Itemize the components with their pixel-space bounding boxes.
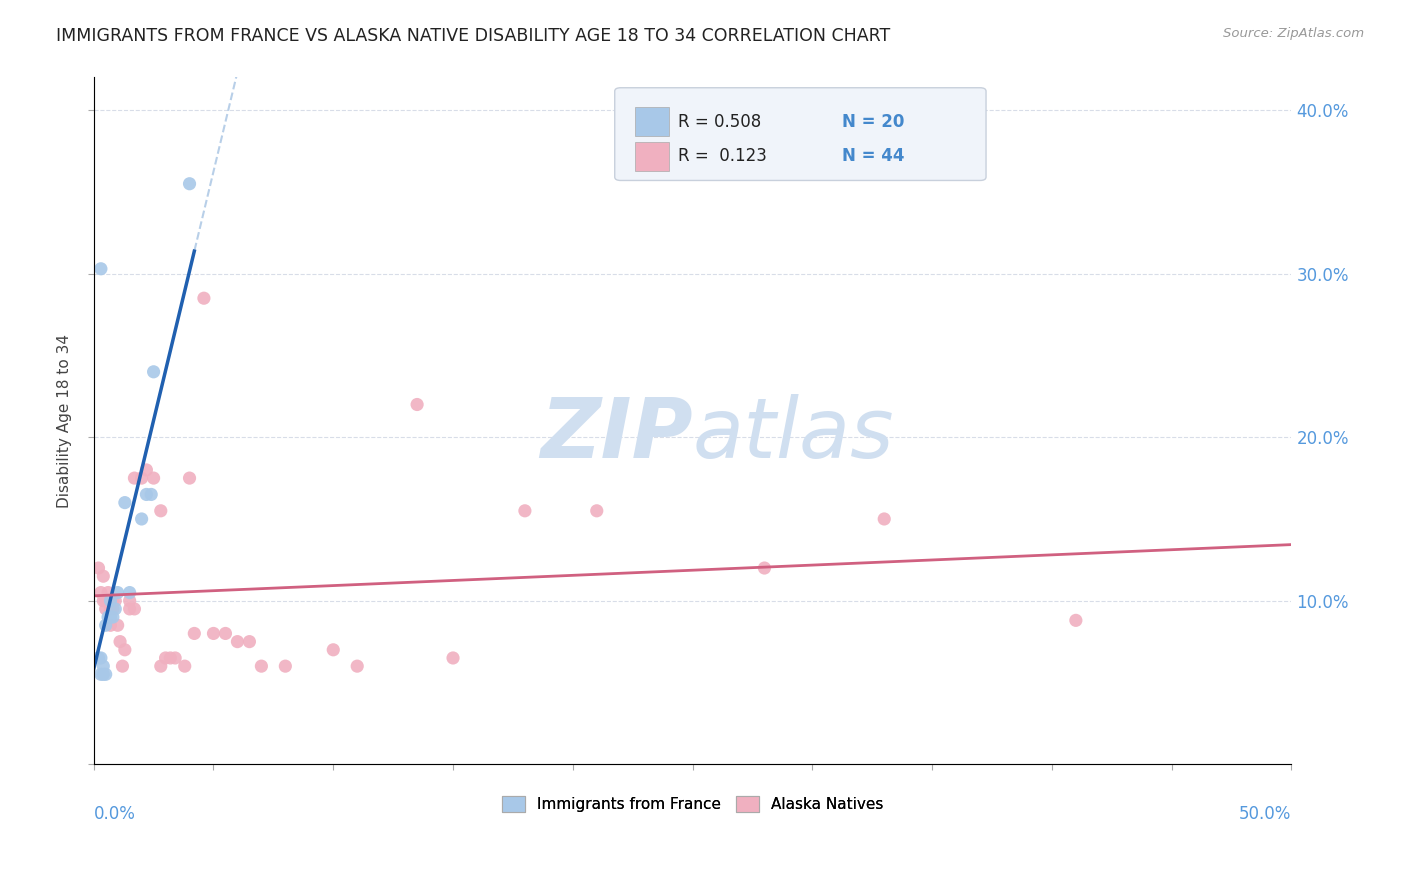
Point [118, 585, 141, 599]
Point [274, 659, 297, 673]
Point [107, 585, 129, 599]
Text: R =  0.123: R = 0.123 [678, 147, 768, 165]
Text: N = 44: N = 44 [842, 147, 905, 165]
Point [142, 365, 165, 379]
Point [238, 634, 260, 648]
Point [149, 504, 172, 518]
Point [118, 593, 141, 607]
Point [94, 593, 117, 607]
Point [346, 659, 368, 673]
Point [90, 585, 112, 599]
Point [91, 659, 114, 673]
Point [406, 397, 429, 411]
Text: R = 0.508: R = 0.508 [678, 112, 762, 131]
Text: IMMIGRANTS FROM FRANCE VS ALASKA NATIVE DISABILITY AGE 18 TO 34 CORRELATION CHAR: IMMIGRANTS FROM FRANCE VS ALASKA NATIVE … [56, 27, 890, 45]
Point [100, 618, 122, 632]
Point [754, 561, 776, 575]
Point [124, 471, 146, 485]
Point [585, 504, 607, 518]
Point [250, 659, 273, 673]
Point [183, 626, 205, 640]
Point [94, 667, 117, 681]
Point [101, 602, 124, 616]
Point [101, 593, 124, 607]
Point [124, 602, 146, 616]
Point [107, 618, 129, 632]
Point [159, 651, 181, 665]
Point [1064, 613, 1087, 627]
Point [179, 471, 201, 485]
Point [141, 487, 163, 501]
Point [131, 471, 153, 485]
Point [173, 659, 195, 673]
Point [100, 593, 122, 607]
Point [108, 634, 131, 648]
Point [142, 471, 165, 485]
FancyBboxPatch shape [636, 142, 669, 170]
Point [165, 651, 187, 665]
Text: atlas: atlas [693, 394, 894, 475]
Point [214, 626, 236, 640]
Point [114, 642, 136, 657]
Point [131, 512, 153, 526]
Point [97, 593, 120, 607]
Point [97, 585, 120, 599]
Text: Source: ZipAtlas.com: Source: ZipAtlas.com [1223, 27, 1364, 40]
Point [322, 642, 344, 657]
Point [87, 651, 110, 665]
Point [202, 626, 225, 640]
Point [193, 291, 215, 305]
Point [90, 651, 112, 665]
Point [104, 593, 127, 607]
Y-axis label: Disability Age 18 to 34: Disability Age 18 to 34 [58, 334, 72, 508]
Point [149, 659, 172, 673]
Point [118, 602, 141, 616]
FancyBboxPatch shape [614, 87, 986, 180]
Point [100, 610, 122, 624]
Point [441, 651, 464, 665]
Text: ZIP: ZIP [540, 394, 693, 475]
Text: N = 20: N = 20 [842, 112, 904, 131]
Text: 50.0%: 50.0% [1239, 805, 1292, 823]
Point [114, 495, 136, 509]
Text: 0.0%: 0.0% [94, 805, 135, 823]
Point [90, 261, 112, 276]
Point [101, 610, 124, 624]
Point [90, 667, 112, 681]
Point [97, 610, 120, 624]
Point [100, 602, 122, 616]
Point [91, 593, 114, 607]
FancyBboxPatch shape [636, 107, 669, 136]
Point [94, 602, 117, 616]
Point [179, 177, 201, 191]
Point [91, 667, 114, 681]
Point [94, 618, 117, 632]
Point [87, 561, 110, 575]
Point [155, 651, 177, 665]
Point [91, 569, 114, 583]
Point [104, 602, 127, 616]
Point [135, 487, 157, 501]
Point [226, 634, 249, 648]
Point [513, 504, 536, 518]
Point [873, 512, 896, 526]
Point [111, 659, 134, 673]
Point [135, 463, 157, 477]
Legend: Immigrants from France, Alaska Natives: Immigrants from France, Alaska Natives [495, 790, 890, 819]
